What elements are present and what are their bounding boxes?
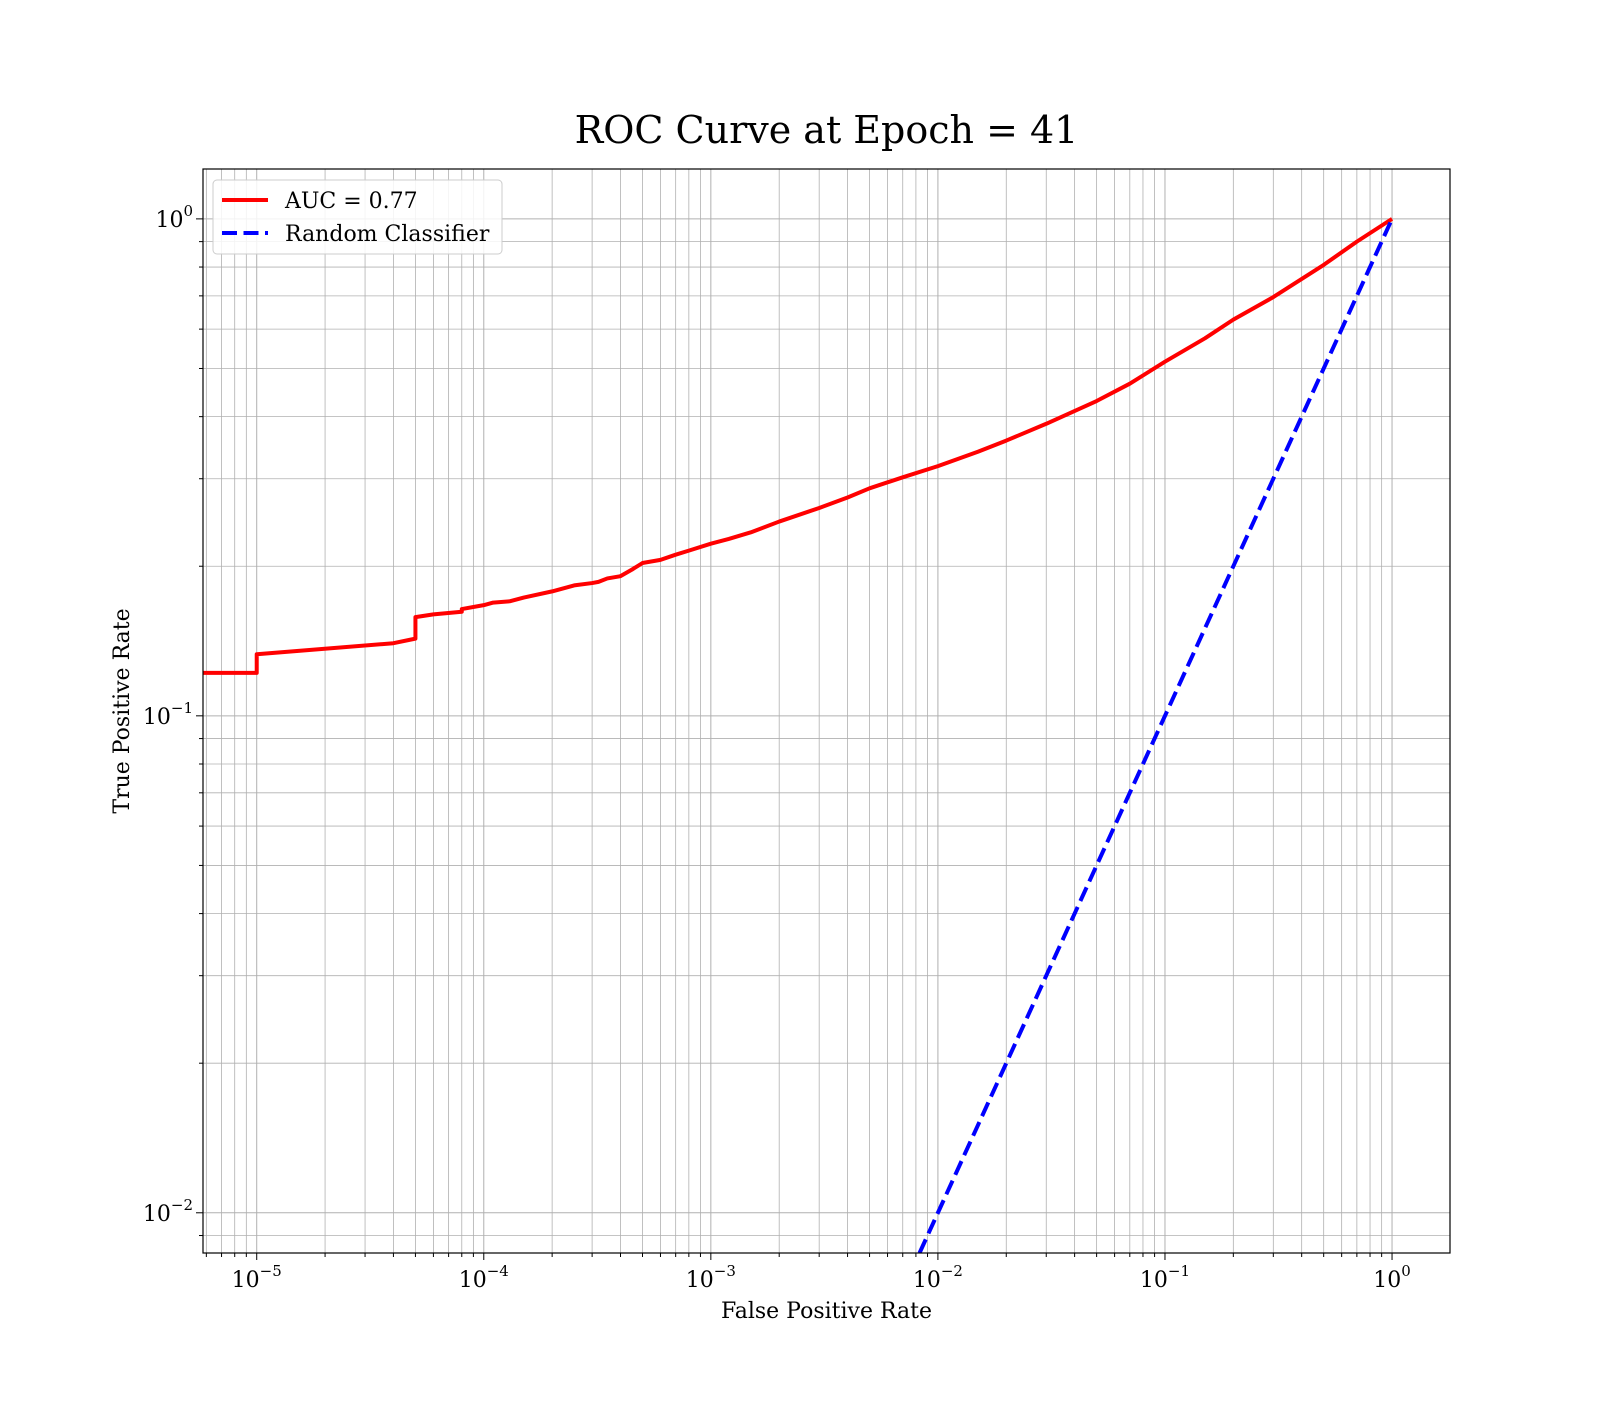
- x-tick-label: 10−5: [232, 1262, 282, 1293]
- roc-curve-line: [203, 217, 1394, 675]
- chart-title: ROC Curve at Epoch = 41: [575, 108, 1079, 152]
- y-tick-label: 10−2: [143, 1196, 193, 1227]
- random-classifier-line: [917, 218, 1394, 1253]
- grid-lines: [203, 169, 1450, 1253]
- y-axis-label: True Positive Rate: [110, 608, 135, 813]
- x-tick-label: 10−3: [686, 1262, 736, 1293]
- y-tick-label: 100: [155, 202, 193, 233]
- x-tick-label: 10−4: [459, 1262, 509, 1293]
- legend-label: Random Classifier: [285, 222, 490, 247]
- x-tick-label: 10−2: [913, 1262, 963, 1293]
- axis-ticks: 10−5 10−4 10−3 10−2 10−1 100 10−2 10−1 100: [143, 202, 1411, 1293]
- plot-series: [203, 217, 1394, 1253]
- legend: AUC = 0.77 Random Classifier: [212, 179, 503, 255]
- x-axis-label: False Positive Rate: [721, 1299, 932, 1324]
- x-tick-label: 10−1: [1140, 1262, 1190, 1293]
- legend-box: [212, 179, 503, 255]
- legend-label: AUC = 0.77: [284, 189, 418, 214]
- x-tick-label: 100: [1373, 1262, 1411, 1293]
- y-tick-label: 10−1: [143, 699, 193, 730]
- plot-frame: [202, 168, 1451, 1254]
